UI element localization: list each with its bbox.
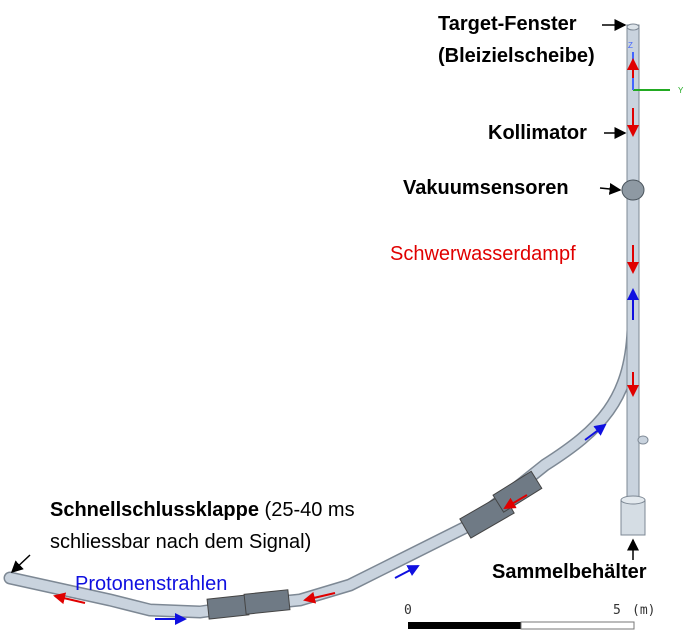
flow-arrows xyxy=(53,58,639,625)
label-vacuum-sensors: Vakuumsensoren xyxy=(403,177,569,199)
fast-shutter-note: (25-40 ms xyxy=(264,499,355,521)
scale-unit: (m) xyxy=(632,603,656,618)
axis-z: Z xyxy=(628,41,633,50)
fast-shutter-name: Schnellschlussklappe xyxy=(50,499,259,521)
scale-bar xyxy=(408,621,635,630)
label-fast-shutter-note2: schliessbar nach dem Signal) xyxy=(50,531,312,553)
label-target-window-sub: (Bleizielscheibe) xyxy=(438,45,595,67)
axis-y: Y xyxy=(678,86,684,95)
callout-arrows xyxy=(10,19,639,574)
scale-start: 0 xyxy=(404,603,412,618)
label-fast-shutter: Schnellschlussklappe (25-40 ms xyxy=(50,498,355,522)
label-heavy-water-vapor: Schwerwasserdampf xyxy=(390,243,576,265)
label-collection-vessel: Sammelbehälter xyxy=(492,561,647,583)
label-collimator: Kollimator xyxy=(488,122,587,144)
label-proton-beams: Protonenstrahlen xyxy=(75,573,228,595)
scale-end: 5 xyxy=(613,603,621,618)
label-target-window: Target-Fenster xyxy=(438,13,577,35)
